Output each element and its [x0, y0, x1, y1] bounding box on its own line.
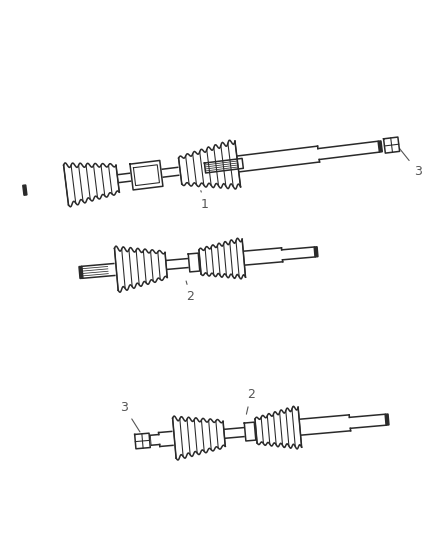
Polygon shape	[378, 141, 382, 152]
Polygon shape	[188, 253, 200, 272]
Text: 2: 2	[247, 389, 255, 414]
Polygon shape	[79, 266, 83, 279]
Text: 3: 3	[396, 143, 421, 177]
Polygon shape	[384, 137, 399, 153]
Text: 1: 1	[201, 191, 209, 211]
Polygon shape	[147, 435, 151, 446]
Text: 2: 2	[186, 281, 194, 303]
Polygon shape	[385, 414, 389, 425]
Polygon shape	[205, 158, 244, 173]
Polygon shape	[23, 185, 27, 195]
Polygon shape	[134, 433, 150, 449]
Polygon shape	[314, 247, 318, 257]
Polygon shape	[130, 160, 163, 190]
Polygon shape	[244, 422, 256, 441]
Text: 3: 3	[120, 401, 140, 432]
